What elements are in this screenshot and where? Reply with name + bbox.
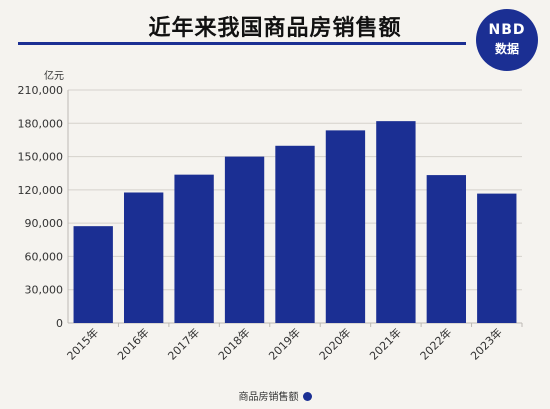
bar <box>275 145 315 323</box>
x-tick-label: 2016年 <box>114 325 151 362</box>
y-tick-label: 0 <box>56 317 63 330</box>
x-tick-label: 2021年 <box>367 325 404 362</box>
y-axis-unit: 亿元 <box>44 71 64 82</box>
logo-text-nbd: NBD <box>488 22 526 38</box>
bar <box>73 226 113 323</box>
bar <box>477 193 517 323</box>
y-tick-label: 30,000 <box>25 284 64 297</box>
bar <box>325 130 366 323</box>
y-tick-label: 210,000 <box>18 84 64 97</box>
x-tick-label: 2018年 <box>215 325 252 362</box>
y-tick-label: 90,000 <box>25 217 64 230</box>
nbd-logo: NBD 数据 <box>476 9 538 71</box>
y-tick-label: 180,000 <box>18 117 64 130</box>
legend: 商品房销售额 <box>0 388 550 403</box>
x-tick-label: 2020年 <box>316 325 353 362</box>
y-tick-label: 60,000 <box>25 250 64 263</box>
title-rule <box>18 42 466 45</box>
x-tick-label: 2015年 <box>64 325 101 362</box>
bar <box>224 156 265 323</box>
legend-marker <box>302 392 312 401</box>
y-tick-label: 150,000 <box>18 151 64 164</box>
bar <box>123 192 164 323</box>
x-tick-label: 2023年 <box>467 325 504 362</box>
logo-text-data: 数据 <box>494 42 519 56</box>
bar <box>174 174 214 323</box>
x-tick-label: 2022年 <box>417 325 454 362</box>
y-tick-label: 120,000 <box>18 184 64 197</box>
x-tick-label: 2017年 <box>165 325 202 362</box>
bar <box>426 175 467 323</box>
x-tick-label: 2019年 <box>266 325 303 362</box>
bar <box>376 121 416 323</box>
chart-title: 近年来我国商品房销售额 <box>148 16 402 41</box>
legend-label: 商品房销售额 <box>238 392 299 403</box>
